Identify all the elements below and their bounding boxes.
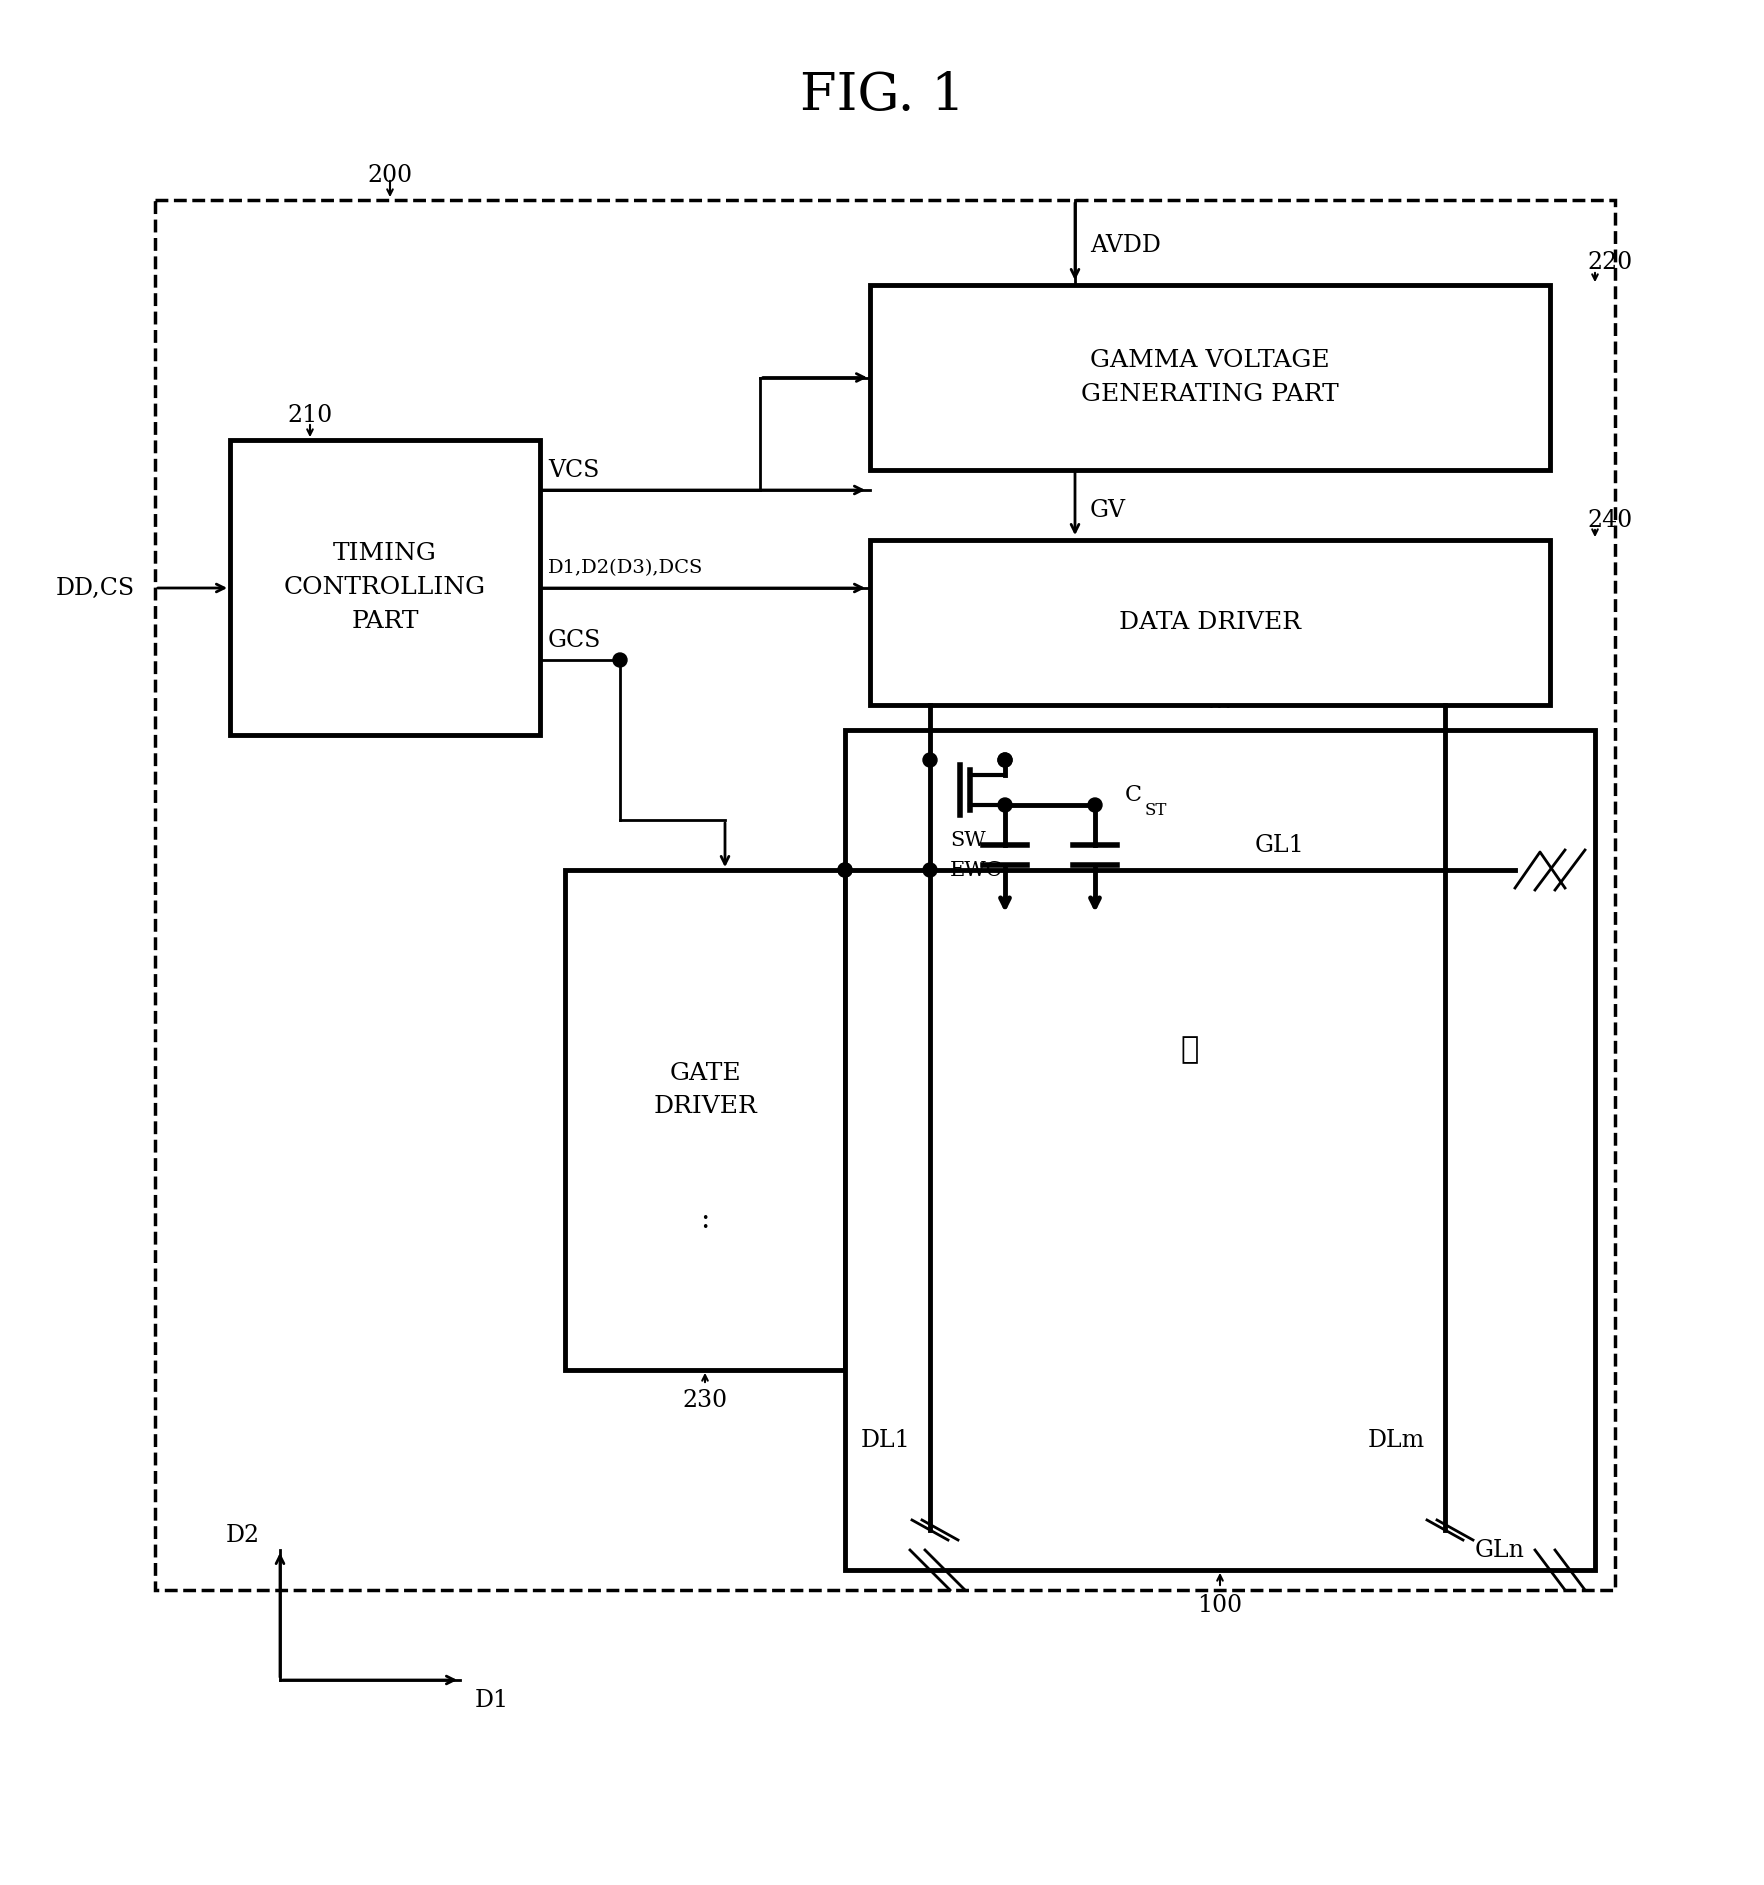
Text: VCS: VCS [549,458,600,481]
Bar [875,760,1565,1540]
Text: DATA DRIVER: DATA DRIVER [1118,611,1302,633]
Text: :: : [700,1206,709,1233]
Text: 210: 210 [288,403,333,426]
Text: FIG. 1: FIG. 1 [799,70,965,121]
Text: DD,CS: DD,CS [55,577,134,599]
Text: D1,D2(D3),DCS: D1,D2(D3),DCS [549,560,704,577]
Circle shape [998,752,1013,767]
Text: ⋱: ⋱ [1180,1035,1200,1065]
Text: ST: ST [1145,801,1168,818]
Bar [870,539,1551,705]
Text: ...: ... [1207,686,1233,714]
Circle shape [998,797,1013,812]
Text: 200: 200 [367,164,413,187]
Text: 240: 240 [1588,509,1633,532]
Text: SW: SW [951,831,986,850]
Bar [845,729,1595,1570]
Text: DL1: DL1 [861,1429,910,1451]
Text: GLn: GLn [1475,1538,1524,1561]
Text: TIMING
CONTROLLING
PART: TIMING CONTROLLING PART [284,543,487,633]
Text: GATE
DRIVER: GATE DRIVER [653,1061,757,1118]
Text: D2: D2 [226,1523,259,1546]
Circle shape [923,863,937,877]
Text: 220: 220 [1588,251,1633,273]
Bar [229,439,540,735]
Text: D1: D1 [475,1689,510,1712]
Circle shape [838,863,852,877]
Text: GL1: GL1 [1256,833,1305,856]
Text: GAMMA VOLTAGE
GENERATING PART: GAMMA VOLTAGE GENERATING PART [1081,349,1339,405]
Text: C: C [1125,784,1141,807]
Text: DLm: DLm [1367,1429,1425,1451]
Text: EWC: EWC [951,860,1002,880]
Text: AVDD: AVDD [1090,234,1161,256]
Text: 100: 100 [1198,1593,1242,1617]
Circle shape [614,652,626,667]
Bar [870,285,1551,469]
Bar [564,871,845,1370]
Bar [155,200,1616,1591]
Circle shape [998,752,1013,767]
Text: 230: 230 [683,1389,727,1412]
Circle shape [838,863,852,877]
Circle shape [923,752,937,767]
Text: GCS: GCS [549,628,602,652]
Circle shape [1088,797,1102,812]
Text: GV: GV [1090,498,1125,522]
